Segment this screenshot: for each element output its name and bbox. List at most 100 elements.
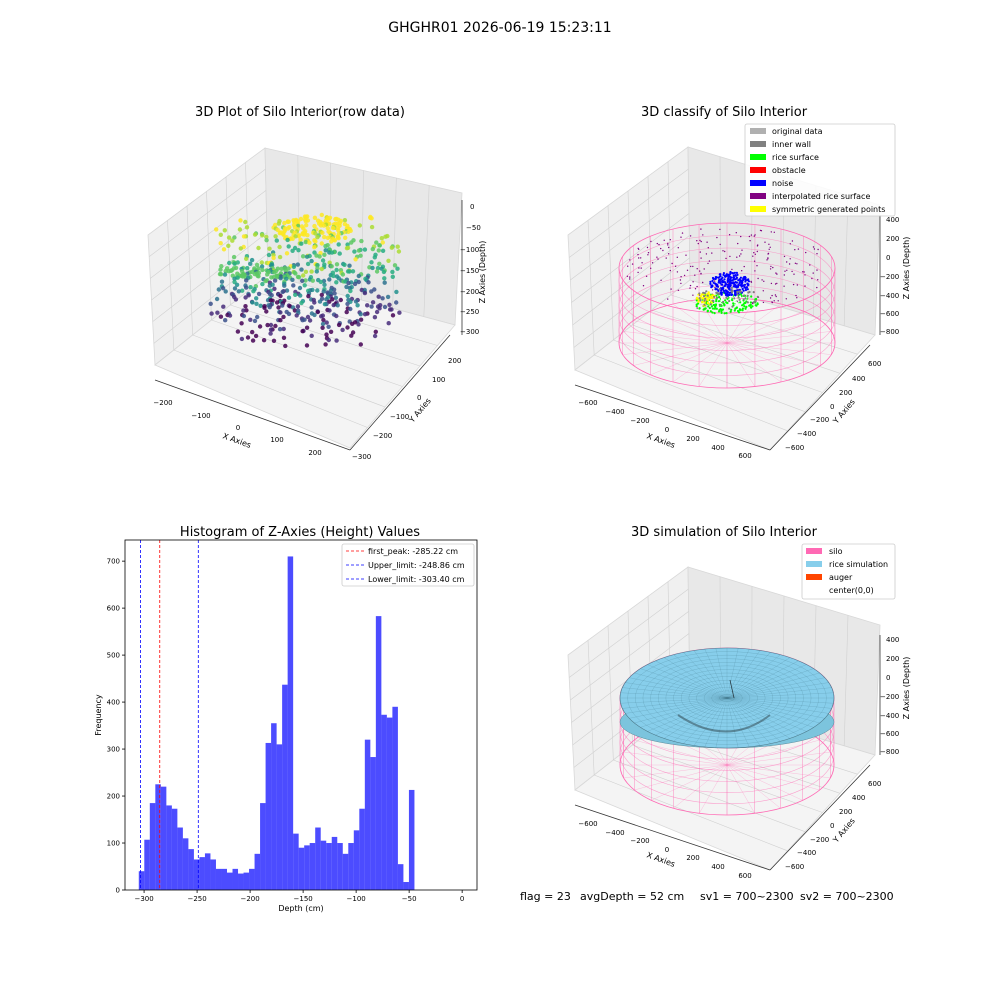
data-point xyxy=(232,261,237,266)
legend-swatch xyxy=(750,154,766,160)
data-point xyxy=(300,278,305,283)
inner-wall-point xyxy=(731,289,734,292)
data-point xyxy=(358,253,363,258)
interpolated-point xyxy=(671,262,673,265)
rice-surface-point xyxy=(725,301,728,304)
interpolated-point xyxy=(784,270,786,272)
auger-marker xyxy=(729,679,735,699)
legend-label: auger xyxy=(829,573,853,582)
interpolated-point xyxy=(641,262,643,264)
data-point xyxy=(259,264,265,269)
inner-wall-point xyxy=(725,296,728,299)
data-point xyxy=(350,321,355,326)
raw-y-tick-label: 200 xyxy=(448,357,461,365)
simulation-y-tick-label: 400 xyxy=(852,794,865,802)
data-point xyxy=(336,228,341,233)
data-point xyxy=(218,267,223,272)
data-point xyxy=(377,243,382,248)
rice-surface-mesh-spoke xyxy=(673,697,728,742)
interpolated-point xyxy=(627,265,629,267)
histogram-bar xyxy=(171,808,178,890)
data-point xyxy=(323,243,328,249)
data-point xyxy=(328,288,334,293)
noise-point xyxy=(721,279,724,282)
inner-wall-point xyxy=(736,293,739,296)
interpolated-point xyxy=(680,276,682,278)
histogram-bar xyxy=(353,830,360,890)
simulation-z-tick-labels: 400 200 0 −200 −400 −600 −800 xyxy=(880,636,899,756)
histogram-reference-lines xyxy=(140,540,199,890)
x-tick-label: −100 xyxy=(347,895,366,903)
noise-point xyxy=(742,278,745,281)
rice-surface-mesh-spoke xyxy=(726,677,825,699)
classify-z-tick-label: −200 xyxy=(880,273,899,281)
data-point xyxy=(343,235,348,240)
rice-surface-mesh-spoke xyxy=(625,682,728,699)
simulation-x-tick-label: 600 xyxy=(738,872,751,880)
data-point xyxy=(239,321,244,326)
silo-bottom-spoke xyxy=(726,764,755,814)
data-point xyxy=(347,269,352,274)
classify-y-tick-label: −400 xyxy=(797,430,816,438)
data-point xyxy=(244,278,249,283)
data-point xyxy=(356,248,362,253)
data-point xyxy=(269,275,274,280)
interpolated-point xyxy=(696,307,698,309)
data-point xyxy=(324,332,329,337)
rice-surface-mesh-spoke xyxy=(726,697,799,736)
data-point xyxy=(319,241,324,246)
data-point xyxy=(271,338,277,343)
interpolated-point xyxy=(794,249,796,251)
data-point xyxy=(328,329,334,334)
raw-y-tick-label: −200 xyxy=(373,432,392,440)
grid-line xyxy=(670,294,858,355)
interpolated-point xyxy=(753,252,755,254)
data-point xyxy=(235,329,241,334)
data-point xyxy=(272,286,277,291)
histogram-bar xyxy=(282,684,288,890)
interpolated-point xyxy=(705,253,708,255)
data-point xyxy=(280,289,285,295)
simulation-y-axis-label: Y Axies xyxy=(831,816,857,845)
rice-surface-mesh-spoke xyxy=(620,692,728,699)
noise-point xyxy=(721,276,724,279)
grid-line xyxy=(632,324,823,393)
silo-bottom-spoke xyxy=(672,342,728,383)
panel-histogram: Histogram of Z-Axies (Height) Values −30… xyxy=(94,525,478,913)
raw-z-axis-label: Z Axies (Depth) xyxy=(478,241,487,304)
histogram-bar xyxy=(364,739,371,890)
data-point xyxy=(395,244,400,249)
rice-surface-point xyxy=(725,312,728,315)
rice-surface-mesh-spoke xyxy=(647,664,728,699)
data-point xyxy=(260,281,265,287)
rice-surface-point xyxy=(749,301,753,304)
interpolated-point xyxy=(783,285,785,287)
rice-surface-point xyxy=(709,310,712,313)
data-point xyxy=(256,291,262,297)
data-point xyxy=(277,327,283,332)
data-point xyxy=(281,314,286,320)
classify-z-tick-labels: 400 200 0 −200 −400 −600 −800 xyxy=(880,216,899,336)
data-point xyxy=(214,296,220,302)
noise-point xyxy=(734,278,737,281)
data-point xyxy=(219,279,225,284)
rice-surface-mesh-spoke xyxy=(704,697,728,747)
interpolated-point xyxy=(769,297,772,299)
data-point xyxy=(320,258,326,263)
interpolated-point xyxy=(660,279,662,281)
interpolated-point xyxy=(804,285,806,287)
interpolated-point xyxy=(804,274,806,276)
data-point xyxy=(248,261,253,266)
data-point xyxy=(243,295,248,300)
data-point xyxy=(260,233,265,238)
interpolated-point xyxy=(766,259,768,261)
classify-legend: original data inner wall rice surface ob… xyxy=(744,123,896,217)
data-point xyxy=(315,235,320,240)
inner-wall-point xyxy=(731,290,734,293)
inner-wall-point xyxy=(738,298,741,301)
data-point xyxy=(218,314,224,319)
data-point xyxy=(264,234,269,240)
grid-line xyxy=(632,744,823,813)
interpolated-point xyxy=(662,249,664,252)
rice-surface-mesh-spoke xyxy=(726,682,829,699)
